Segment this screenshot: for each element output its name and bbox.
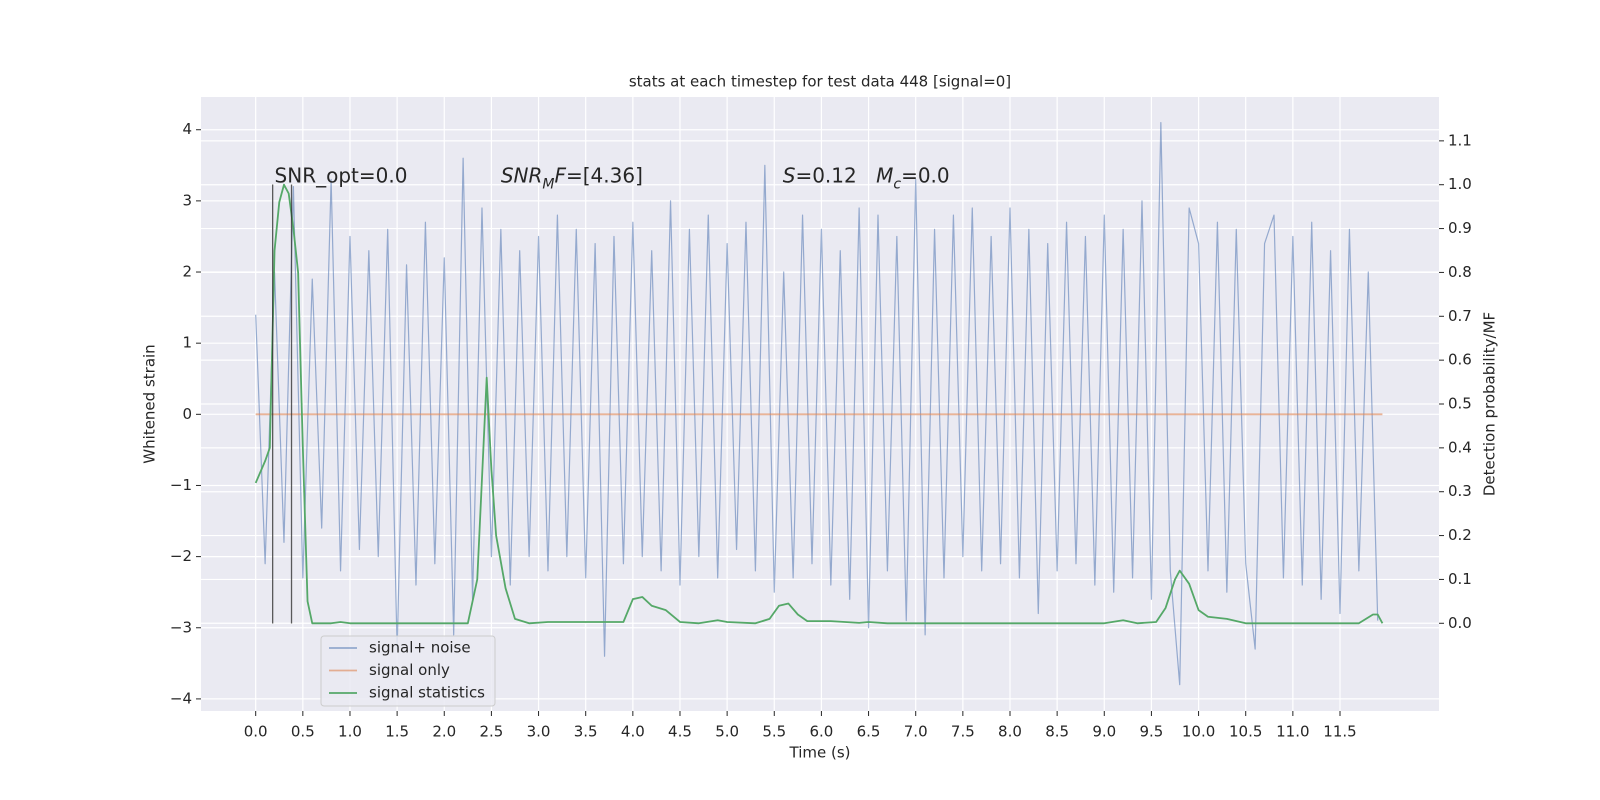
- x-tick-label: 11.5: [1323, 723, 1356, 741]
- y2-tick-label: 0.3: [1448, 482, 1472, 500]
- y2-tick-label: 0.0: [1448, 614, 1472, 632]
- x-tick-label: 4.0: [621, 723, 645, 741]
- annotation-part: M: [542, 177, 554, 193]
- y-tick-label: −3: [170, 618, 192, 636]
- annotation-part: S: [783, 163, 796, 187]
- legend-label: signal statistics: [369, 684, 485, 702]
- annotation-part: =0.0: [901, 163, 950, 187]
- annotation-part: c: [893, 177, 901, 193]
- y2-tick-label: 0.2: [1448, 526, 1472, 544]
- y-axis-label: Whitened strain: [141, 344, 159, 463]
- x-tick-label: 2.5: [479, 723, 503, 741]
- series-line: [254, 183, 1384, 625]
- x-tick-label: 11.0: [1276, 723, 1309, 741]
- x-tick-label: 7.0: [904, 723, 928, 741]
- x-tick-label: 6.0: [809, 723, 833, 741]
- annotation: SNR_opt=0.0: [275, 163, 408, 187]
- x-tick-label: 9.0: [1092, 723, 1116, 741]
- y2-tick-label: 1.0: [1448, 175, 1472, 193]
- legend-box: [320, 635, 496, 707]
- legend-label: signal only: [369, 661, 450, 679]
- annotation-part: SNR_opt=0.0: [275, 163, 408, 187]
- annotation-part: =[4.36]: [566, 163, 643, 187]
- y2-tick-label: 0.8: [1448, 263, 1472, 281]
- x-tick-label: 6.5: [857, 723, 881, 741]
- y2-axis-label: Detection probability/MF: [1481, 312, 1499, 496]
- x-tick-label: 8.5: [1045, 723, 1069, 741]
- legend-label: signal+ noise: [369, 639, 471, 657]
- x-tick-label: 5.5: [762, 723, 786, 741]
- x-tick-label: 8.0: [998, 723, 1022, 741]
- y-tick-label: 2: [182, 263, 192, 281]
- x-tick-label: 5.0: [715, 723, 739, 741]
- x-tick-label: 2.0: [432, 723, 456, 741]
- y2-tick-label: 0.1: [1448, 570, 1472, 588]
- annotation: SNRMF=[4.36]: [501, 163, 643, 193]
- y2-tick-label: 0.7: [1448, 307, 1472, 325]
- x-tick-label: 0.0: [244, 723, 268, 741]
- y2-tick-label: 1.1: [1448, 131, 1472, 149]
- x-tick-label: 4.5: [668, 723, 692, 741]
- annotation-part: SNR: [501, 163, 543, 187]
- y2-tick-label: 0.5: [1448, 395, 1472, 413]
- annotation-part: F: [554, 163, 566, 187]
- x-tick-label: 9.5: [1139, 723, 1163, 741]
- x-tick-label: 3.0: [527, 723, 551, 741]
- y-tick-label: 1: [182, 334, 192, 352]
- y2-tick-label: 0.6: [1448, 351, 1472, 369]
- x-tick-label: 1.0: [338, 723, 362, 741]
- x-axis-label: Time (s): [789, 744, 851, 762]
- x-tick-label: 3.5: [574, 723, 598, 741]
- annotation: Mc=0.0: [876, 163, 950, 193]
- x-tick-label: 10.0: [1182, 723, 1215, 741]
- y-tick-label: −4: [170, 689, 192, 707]
- y-tick-label: −1: [170, 476, 192, 494]
- y2-tick-label: 0.9: [1448, 219, 1472, 237]
- annotation-part: M: [876, 163, 893, 187]
- y-tick-label: 3: [182, 191, 192, 209]
- annotation: S=0.12: [783, 163, 857, 187]
- y-tick-label: 0: [182, 405, 192, 423]
- annotation-part: =0.12: [795, 163, 856, 187]
- x-tick-label: 0.5: [291, 723, 315, 741]
- x-tick-label: 10.5: [1229, 723, 1262, 741]
- y-tick-label: 4: [182, 120, 192, 138]
- y-tick-label: −2: [170, 547, 192, 565]
- chart-title: stats at each timestep for test data 448…: [629, 73, 1011, 91]
- x-tick-label: 7.5: [951, 723, 975, 741]
- y2-tick-label: 0.4: [1448, 438, 1472, 456]
- series-line: [255, 122, 1379, 686]
- x-tick-label: 1.5: [385, 723, 409, 741]
